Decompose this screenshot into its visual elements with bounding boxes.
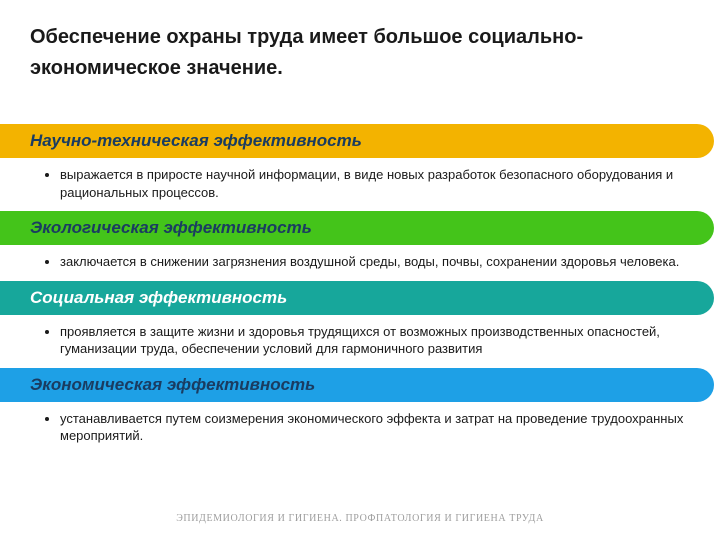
footer-text: ЭПИДЕМИОЛОГИЯ И ГИГИЕНА. ПРОФПАТОЛОГИЯ И… [0,513,720,524]
bullet-item: заключается в снижении загрязнения возду… [60,253,692,271]
section-bar-science: Научно-техническая эффективность [0,124,714,158]
sections-container: Научно-техническая эффективность выражае… [0,124,720,455]
section-body-social: проявляется в защите жизни и здоровья тр… [0,315,720,368]
bullet-item: устанавливается путем соизмерения эконом… [60,410,692,445]
bullet-item: выражается в приросте научной информации… [60,166,692,201]
section-bar-economic: Экономическая эффективность [0,368,714,402]
section-body-science: выражается в приросте научной информации… [0,158,720,211]
section-bar-social: Социальная эффективность [0,281,714,315]
slide-title: Обеспечение охраны труда имеет большое с… [30,22,690,84]
section-body-eco: заключается в снижении загрязнения возду… [0,245,720,281]
slide: Обеспечение охраны труда имеет большое с… [0,0,720,540]
section-bar-eco: Экологическая эффективность [0,211,714,245]
bullet-item: проявляется в защите жизни и здоровья тр… [60,323,692,358]
section-body-economic: устанавливается путем соизмерения эконом… [0,402,720,455]
